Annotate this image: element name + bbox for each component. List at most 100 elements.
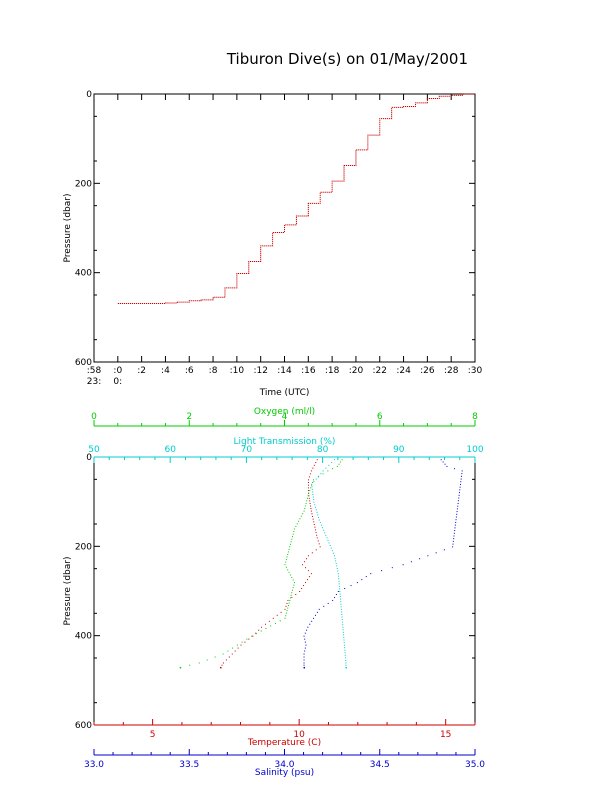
point-temperature	[315, 549, 317, 551]
point-temperature	[319, 546, 321, 548]
point-oxygen	[279, 620, 281, 622]
point-oxygen	[304, 508, 306, 510]
point-temperature	[305, 558, 307, 560]
point-oxygen	[284, 617, 286, 619]
point-salinity	[318, 608, 320, 610]
point-oxygen	[291, 576, 293, 578]
point-temperature	[280, 611, 282, 613]
point-oxygen	[189, 664, 191, 666]
point-transmission	[343, 634, 345, 636]
point-temperature	[308, 495, 310, 497]
point-salinity	[456, 513, 458, 515]
point-oxygen	[287, 605, 289, 607]
point-salinity	[440, 459, 442, 461]
point-salinity	[303, 656, 305, 658]
point-transmission	[331, 462, 333, 464]
point-salinity	[454, 524, 456, 526]
point-oxygen	[306, 497, 308, 499]
point-transmission	[341, 619, 343, 621]
oxygen-tick-label: 8	[472, 412, 478, 422]
point-salinity	[370, 573, 372, 575]
point-temperature	[318, 543, 320, 545]
point-salinity	[458, 494, 460, 496]
point-oxygen	[327, 470, 329, 472]
point-oxygen	[270, 625, 272, 627]
point-temperature	[311, 552, 313, 554]
point-oxygen	[246, 638, 248, 640]
point-transmission	[334, 459, 336, 461]
point-transmission	[313, 499, 315, 501]
oxygen-tick-label: 4	[282, 412, 288, 422]
point-oxygen	[232, 647, 234, 649]
point-transmission	[338, 580, 340, 582]
point-salinity	[332, 599, 334, 601]
point-salinity	[460, 478, 462, 480]
y-tick-label-bottom: 200	[75, 542, 92, 552]
point-temperature	[305, 582, 307, 584]
point-temperature	[313, 464, 315, 466]
point-oxygen	[289, 597, 291, 599]
point-transmission	[339, 588, 341, 590]
point-temperature	[306, 579, 308, 581]
point-salinity	[457, 502, 459, 504]
point-transmission	[342, 624, 344, 626]
point-transmission	[336, 565, 338, 567]
point-salinity	[306, 629, 308, 631]
point-oxygen	[294, 582, 296, 584]
oxygen-axis-label: Oxygen (ml/l)	[254, 407, 315, 417]
point-transmission	[315, 478, 317, 480]
point-salinity	[456, 511, 458, 513]
point-transmission	[312, 496, 314, 498]
point-salinity	[304, 641, 306, 643]
point-transmission	[318, 519, 320, 521]
point-salinity	[311, 620, 313, 622]
oxygen-tick-label: 2	[186, 412, 192, 422]
point-oxygen	[289, 574, 291, 576]
point-salinity	[453, 532, 455, 534]
point-temperature	[310, 508, 312, 510]
point-temperature	[231, 653, 233, 655]
page-title: Tiburon Dive(s) on 01/May/2001	[226, 50, 468, 68]
salinity-tick-label: 33.5	[179, 760, 199, 770]
point-oxygen	[206, 659, 208, 661]
point-oxygen	[285, 566, 287, 568]
point-salinity	[453, 535, 455, 537]
transmission-tick-label: 90	[393, 445, 405, 455]
point-oxygen	[292, 533, 294, 535]
point-transmission	[314, 504, 316, 506]
y-tick-label-top: 200	[75, 179, 92, 189]
point-transmission	[312, 491, 314, 493]
point-temperature	[305, 567, 307, 569]
x-axis-label-top: Time (UTC)	[259, 388, 310, 398]
point-temperature	[307, 484, 309, 486]
point-oxygen	[274, 622, 276, 624]
point-oxygen	[289, 599, 291, 601]
point-transmission	[345, 664, 347, 666]
point-transmission	[337, 573, 339, 575]
point-salinity	[313, 617, 315, 619]
point-temperature	[317, 540, 319, 542]
point-temperature	[264, 623, 266, 625]
point-transmission	[340, 601, 342, 603]
point-salinity	[344, 588, 346, 590]
point-oxygen	[313, 479, 315, 481]
point-transmission	[314, 506, 316, 508]
point-transmission	[328, 464, 330, 466]
point-transmission	[320, 473, 322, 475]
point-transmission	[342, 629, 344, 631]
point-salinity	[307, 626, 309, 628]
x-tick-label-top: :10	[230, 366, 245, 376]
salinity-tick-label: 34.5	[370, 760, 390, 770]
point-temperature	[240, 644, 242, 646]
y-tick-label-bottom: 400	[75, 632, 92, 642]
point-salinity	[452, 546, 454, 548]
point-transmission	[336, 568, 338, 570]
salinity-axis-label: Salinity (psu)	[255, 768, 314, 778]
point-salinity	[303, 635, 305, 637]
point-temperature	[261, 626, 263, 628]
point-transmission	[317, 514, 319, 516]
point-oxygen	[293, 584, 295, 586]
point-transmission	[315, 509, 317, 511]
point-temperature	[315, 462, 317, 464]
point-transmission	[322, 527, 324, 529]
